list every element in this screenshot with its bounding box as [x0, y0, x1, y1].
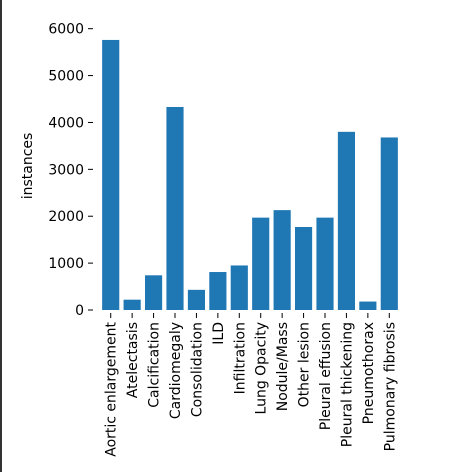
- x-tick-label: Aortic enlargement: [104, 321, 120, 456]
- x-tick-label: ILD: [211, 322, 227, 345]
- bar: [380, 137, 398, 310]
- bar: [166, 106, 184, 311]
- x-tick-label: Other lesion: [297, 322, 313, 407]
- x-tick-label: Consolidation: [189, 322, 205, 417]
- bar: [295, 227, 313, 310]
- bar: [102, 39, 120, 311]
- x-tick-label: Pleural effusion: [318, 322, 334, 430]
- bar: [123, 299, 141, 310]
- y-tick-label: 3000: [48, 162, 84, 178]
- x-tick-label: Atelectasis: [125, 322, 141, 398]
- x-tick-label: Cardiomegaly: [168, 322, 184, 419]
- bars: [102, 39, 398, 311]
- y-tick-label: 1000: [48, 256, 84, 272]
- bar: [359, 301, 377, 310]
- bar: [145, 275, 163, 310]
- y-axis-label: instances: [20, 133, 36, 200]
- x-tick-label: Pneumothorax: [361, 322, 377, 424]
- y-tick-label: 0: [75, 303, 84, 319]
- image-left-border: [0, 0, 2, 472]
- y-tick-label: 4000: [48, 115, 84, 131]
- x-axis: Aortic enlargement Atelectasis Calcificati…: [104, 313, 398, 457]
- bar: [316, 217, 334, 310]
- y-tick-label: 5000: [48, 69, 84, 85]
- x-tick-label: Lung Opacity: [254, 322, 270, 414]
- bar: [273, 210, 291, 310]
- x-tick-label: Nodule/Mass: [275, 322, 291, 411]
- x-tick-label: Pulmonary fibrosis: [382, 322, 398, 451]
- bar: [187, 289, 205, 310]
- bar: [337, 131, 355, 310]
- y-axis: 0 1000 2000 3000 4000 5000 6000: [48, 22, 93, 319]
- y-tick-label: 2000: [48, 209, 84, 225]
- bar: [230, 265, 248, 310]
- y-tick-label: 6000: [48, 22, 84, 38]
- bar: [209, 272, 227, 310]
- x-tick-label: Calcification: [147, 322, 163, 408]
- x-tick-label: Infiltration: [232, 322, 248, 394]
- bar: [252, 217, 270, 310]
- x-tick-label: Pleural thickening: [339, 322, 355, 447]
